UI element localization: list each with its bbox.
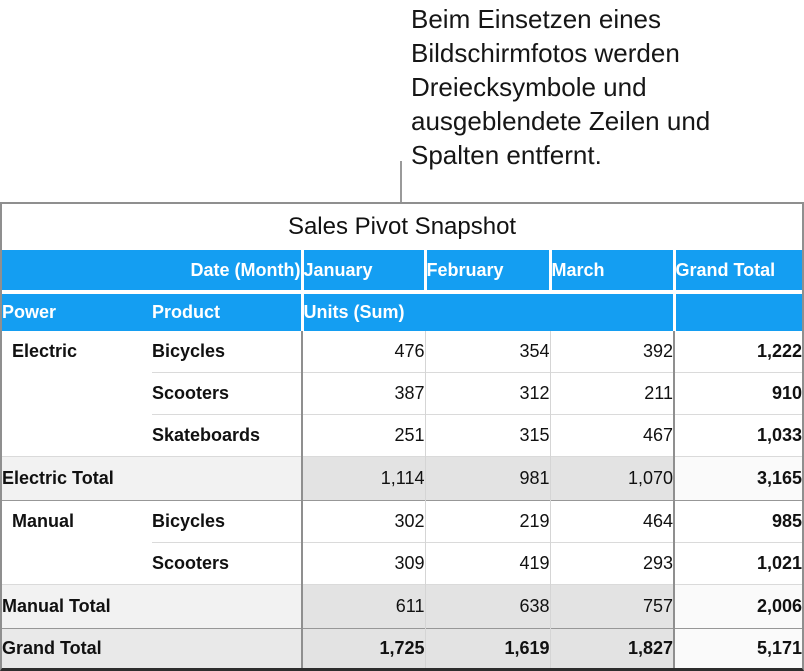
product-cell: Scooters bbox=[152, 372, 303, 415]
header-row-fields: Power Product Units (Sum) bbox=[2, 292, 803, 331]
value-cell: 251 bbox=[302, 414, 426, 457]
header-date-month: Date (Month) bbox=[2, 250, 304, 294]
annotation-text: Beim Einsetzen eines Bildschirmfotos wer… bbox=[411, 4, 711, 170]
group-total-value: 981 bbox=[425, 456, 551, 501]
value-cell: 312 bbox=[425, 372, 551, 415]
row-manual-bicycles: Manual Bicycles 302 219 464 985 bbox=[2, 500, 803, 585]
value-cell: 464 bbox=[550, 500, 675, 543]
group-grand-total-cell: 2,006 bbox=[674, 584, 803, 629]
table-title: Sales Pivot Snapshot bbox=[2, 204, 803, 250]
group-total-value: 1,070 bbox=[550, 456, 675, 501]
value-cell: 309 bbox=[302, 542, 426, 585]
value-cell: 354 bbox=[425, 331, 551, 373]
power-group-label: Manual bbox=[2, 500, 152, 585]
group-total-value: 1,114 bbox=[302, 456, 426, 501]
row-total-cell: 985 bbox=[674, 500, 803, 543]
group-total-value: 638 bbox=[425, 584, 551, 629]
grand-total-value: 1,827 bbox=[550, 628, 675, 668]
value-cell: 387 bbox=[302, 372, 426, 415]
group-total-value: 757 bbox=[550, 584, 675, 629]
product-cell: Bicycles bbox=[152, 500, 303, 543]
header-january: January bbox=[302, 250, 427, 294]
row-electric-bicycles: Electric Bicycles 476 354 392 1,222 bbox=[2, 331, 802, 373]
value-cell: 419 bbox=[425, 542, 551, 585]
grand-total-grand-cell: 5,171 bbox=[674, 628, 803, 668]
row-total-cell: 1,222 bbox=[757, 341, 803, 361]
row-manual-scooters: Scooters 309 419 293 1,021 bbox=[2, 542, 803, 585]
header-row-months: Date (Month) January February March Gran… bbox=[2, 250, 803, 294]
group-total-label: Electric Total bbox=[2, 456, 303, 501]
group-total-value: 611 bbox=[302, 584, 426, 629]
power-group-label: Electric bbox=[12, 341, 78, 361]
row-total-cell: 1,033 bbox=[674, 414, 803, 457]
grand-total-label: Grand Total bbox=[2, 628, 303, 668]
value-cell: 392 bbox=[550, 331, 675, 373]
value-cell: 219 bbox=[425, 500, 551, 543]
row-grand-total: Grand Total 1,725 1,619 1,827 5,171 bbox=[2, 628, 803, 668]
group-grand-total-cell: 3,165 bbox=[674, 456, 803, 501]
row-manual-total: Manual Total 611 638 757 2,006 bbox=[2, 584, 803, 629]
pivot-table: Sales Pivot Snapshot Date (Month) Januar… bbox=[0, 202, 804, 671]
table-title-row: Sales Pivot Snapshot bbox=[2, 204, 803, 250]
product-cell: Scooters bbox=[152, 542, 303, 585]
value-cell: 476 bbox=[302, 331, 426, 373]
product-cell: Skateboards bbox=[152, 414, 303, 457]
header-power: Power bbox=[2, 292, 152, 331]
callout-line bbox=[400, 161, 402, 203]
header-product: Product bbox=[152, 292, 304, 331]
group-total-label: Manual Total bbox=[2, 584, 303, 629]
value-cell: 211 bbox=[550, 372, 675, 415]
header-empty-cell bbox=[674, 292, 803, 331]
value-cell: 302 bbox=[302, 500, 426, 543]
header-grand-total: Grand Total bbox=[674, 250, 803, 294]
grand-total-value: 1,725 bbox=[302, 628, 426, 668]
value-cell: 315 bbox=[425, 414, 551, 457]
grand-total-value: 1,619 bbox=[425, 628, 551, 668]
value-cell: 467 bbox=[550, 414, 675, 457]
row-electric-skateboards: Skateboards 251 315 467 1,033 bbox=[2, 414, 803, 457]
row-electric-total: Electric Total 1,114 981 1,070 3,165 bbox=[2, 456, 803, 501]
row-total-cell: 1,021 bbox=[674, 542, 803, 585]
row-electric-scooters: Scooters 387 312 211 910 bbox=[2, 372, 803, 415]
header-march: March bbox=[550, 250, 676, 294]
product-cell: Bicycles bbox=[152, 331, 303, 373]
value-cell: 293 bbox=[550, 542, 675, 585]
header-units-sum: Units (Sum) bbox=[302, 292, 676, 331]
header-february: February bbox=[425, 250, 552, 294]
row-total-cell: 910 bbox=[674, 372, 803, 415]
